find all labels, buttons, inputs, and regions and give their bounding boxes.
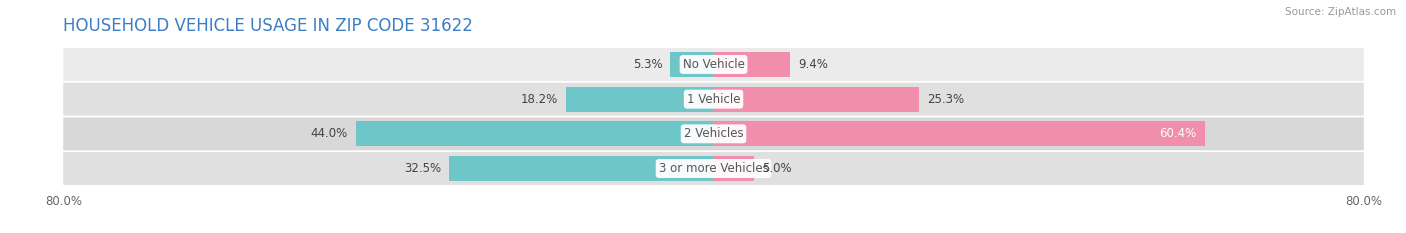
Text: 32.5%: 32.5%	[404, 162, 441, 175]
Bar	[565, 87, 713, 112]
Legend: Owner-occupied, Renter-occupied: Owner-occupied, Renter-occupied	[588, 230, 839, 233]
Text: 60.4%: 60.4%	[1159, 127, 1197, 140]
FancyBboxPatch shape	[63, 83, 1364, 116]
Bar	[671, 52, 713, 77]
Text: 2 Vehicles: 2 Vehicles	[683, 127, 744, 140]
Text: 5.0%: 5.0%	[762, 162, 792, 175]
Bar	[356, 121, 713, 146]
Bar	[713, 52, 790, 77]
Text: Source: ZipAtlas.com: Source: ZipAtlas.com	[1285, 7, 1396, 17]
Bar	[713, 121, 1205, 146]
Text: 9.4%: 9.4%	[799, 58, 828, 71]
Text: No Vehicle: No Vehicle	[682, 58, 745, 71]
Bar	[450, 156, 713, 181]
FancyBboxPatch shape	[63, 48, 1364, 81]
Bar	[713, 156, 754, 181]
Text: 44.0%: 44.0%	[311, 127, 347, 140]
FancyBboxPatch shape	[63, 152, 1364, 185]
Text: 25.3%: 25.3%	[928, 93, 965, 106]
Text: 3 or more Vehicles: 3 or more Vehicles	[658, 162, 769, 175]
Text: 5.3%: 5.3%	[633, 58, 662, 71]
Text: HOUSEHOLD VEHICLE USAGE IN ZIP CODE 31622: HOUSEHOLD VEHICLE USAGE IN ZIP CODE 3162…	[63, 17, 474, 35]
Text: 18.2%: 18.2%	[520, 93, 557, 106]
Text: 1 Vehicle: 1 Vehicle	[686, 93, 741, 106]
FancyBboxPatch shape	[63, 117, 1364, 150]
Bar	[713, 87, 920, 112]
